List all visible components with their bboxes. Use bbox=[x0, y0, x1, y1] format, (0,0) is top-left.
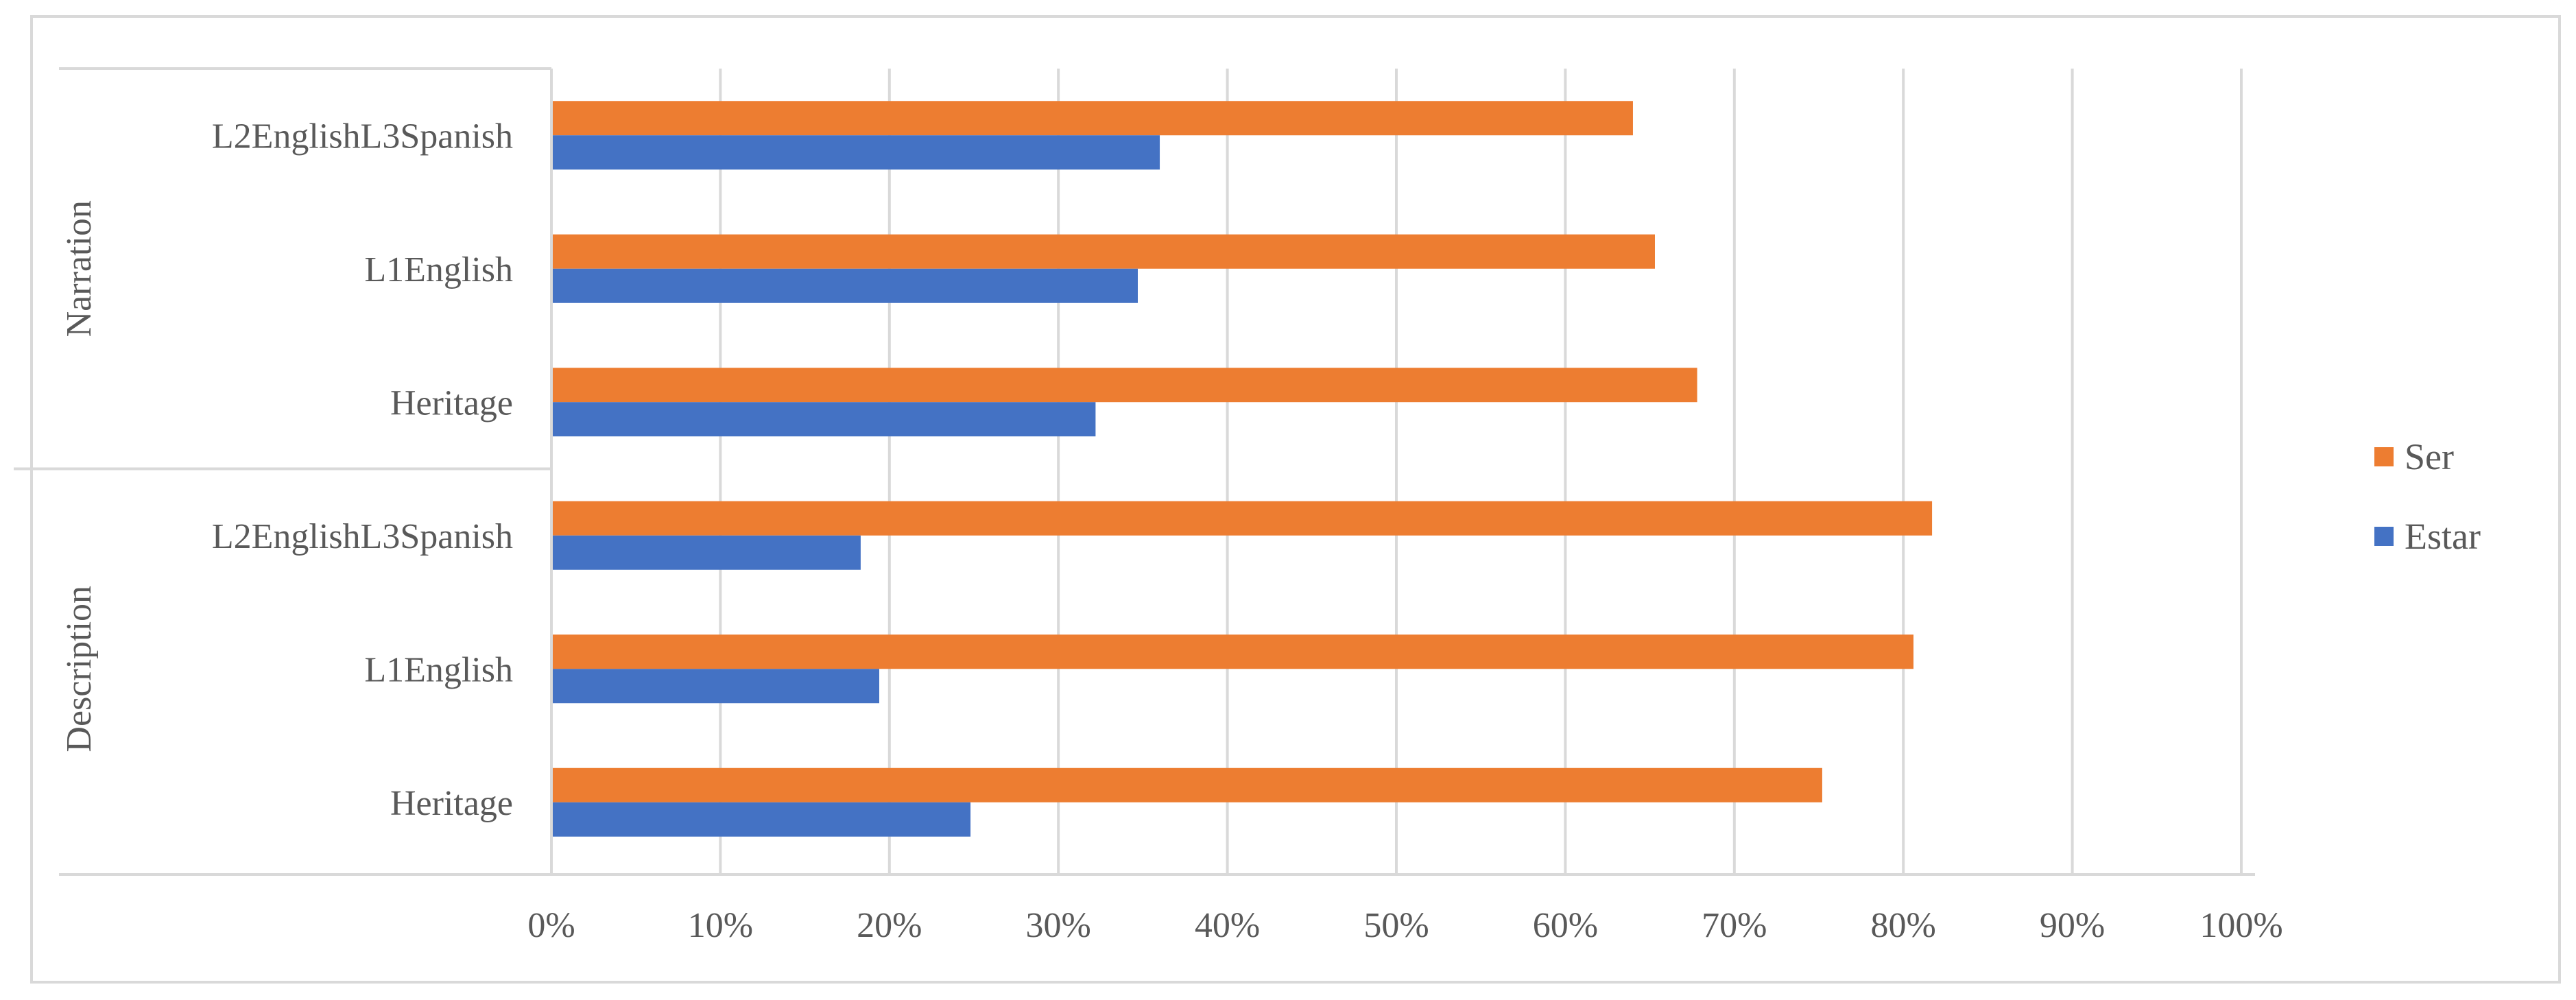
x-tick-label: 60% bbox=[1533, 906, 1598, 945]
category-label: L1English bbox=[364, 250, 513, 289]
chart-border bbox=[30, 15, 2561, 984]
x-tick-label: 30% bbox=[1026, 906, 1091, 945]
legend-label: Estar bbox=[2405, 516, 2481, 557]
category-label: L2EnglishL3Spanish bbox=[212, 117, 513, 156]
bar-ser bbox=[551, 501, 1933, 536]
category-label: L2EnglishL3Spanish bbox=[212, 517, 513, 556]
x-tick-label: 100% bbox=[2199, 906, 2282, 945]
x-tick-label: 50% bbox=[1363, 906, 1429, 945]
category-label: Heritage bbox=[390, 784, 513, 823]
x-tick-label: 70% bbox=[1702, 906, 1767, 945]
legend: Ser Estar bbox=[2374, 436, 2481, 557]
bar-ser bbox=[551, 767, 1822, 802]
gridlines bbox=[719, 69, 2243, 874]
x-tick-label: 80% bbox=[1871, 906, 1936, 945]
legend-swatch bbox=[2374, 527, 2394, 546]
bar-ser bbox=[551, 234, 1655, 269]
legend-swatch bbox=[2374, 447, 2394, 466]
bar-estar bbox=[551, 669, 880, 704]
x-tick-label: 0% bbox=[527, 906, 575, 945]
group-label: Narration bbox=[60, 200, 99, 337]
bar-estar bbox=[551, 402, 1096, 437]
category-label: Heritage bbox=[390, 383, 513, 422]
category-label: L1English bbox=[364, 650, 513, 689]
bars bbox=[551, 101, 1933, 837]
group-label: Description bbox=[60, 586, 99, 752]
bar-ser bbox=[551, 368, 1697, 403]
bar-estar bbox=[551, 802, 971, 837]
x-tick-label: 10% bbox=[688, 906, 753, 945]
category-axis: Narration L2EnglishL3Spanish L1English Heri… bbox=[14, 67, 2255, 876]
legend-label: Ser bbox=[2405, 436, 2454, 477]
x-tick-label: 40% bbox=[1195, 906, 1260, 945]
x-axis-ticks: 0% 10% 20% 30% 40% 50% 60% 70% 80% 90% 100% bbox=[527, 906, 2282, 945]
bar-ser bbox=[551, 101, 1633, 136]
bar-estar bbox=[551, 135, 1160, 170]
bar-ser bbox=[551, 634, 1913, 669]
bar-estar bbox=[551, 268, 1138, 303]
x-tick-label: 20% bbox=[857, 906, 922, 945]
x-tick-label: 90% bbox=[2040, 906, 2105, 945]
bar-estar bbox=[551, 535, 861, 570]
